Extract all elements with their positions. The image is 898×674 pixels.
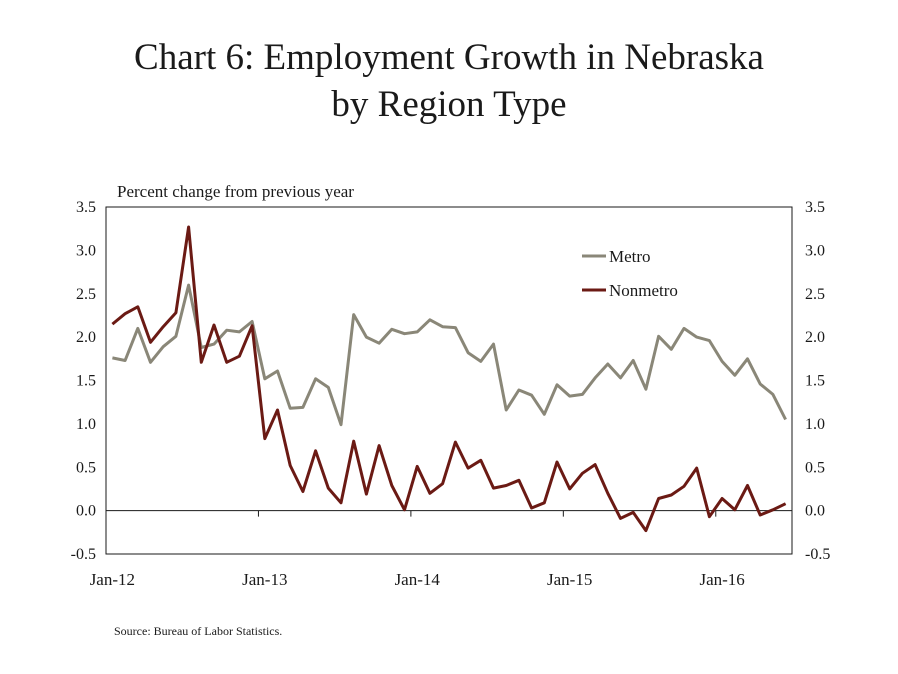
y-tick-label-left: 0.0	[76, 503, 96, 520]
chart-title-line-1: Chart 6: Employment Growth in Nebraska	[134, 37, 764, 78]
plot-frame	[105, 206, 793, 555]
source-note: Source: Bureau of Labor Statistics.	[114, 624, 283, 638]
y-tick-label-right: 2.5	[805, 286, 825, 303]
y-tick-label-right: 0.5	[805, 459, 825, 476]
y-tick-label-left: 1.0	[76, 416, 96, 433]
y-tick-label-left: 3.5	[76, 199, 96, 216]
legend: Metro Nonmetro	[582, 247, 678, 300]
series-line-metro	[112, 283, 787, 427]
x-tick-label: Jan-16	[699, 570, 744, 589]
units-label: Percent change from previous year	[117, 182, 354, 201]
y-tick-label-left: 3.0	[76, 242, 96, 259]
y-tick-label-right: 3.0	[805, 242, 825, 259]
x-tick-label: Jan-15	[547, 570, 592, 589]
legend-label-metro: Metro	[609, 247, 651, 266]
y-tick-label-right: 1.5	[805, 373, 825, 390]
x-tick-label: Jan-13	[242, 570, 287, 589]
y-tick-label-right: -0.5	[805, 546, 830, 563]
x-tick-label: Jan-14	[395, 570, 441, 589]
legend-label-nonmetro: Nonmetro	[609, 281, 678, 300]
y-tick-label-left: 0.5	[76, 459, 96, 476]
y-tick-label-right: 1.0	[805, 416, 825, 433]
y-tick-label-right: 2.0	[805, 329, 825, 346]
chart-title-line-2: by Region Type	[331, 84, 567, 125]
y-tick-label-right: 0.0	[805, 503, 825, 520]
series-line-nonmetro	[111, 225, 787, 533]
y-tick-label-left: -0.5	[71, 546, 96, 563]
y-tick-label-left: 2.0	[76, 329, 96, 346]
chart-title: Chart 6: Employment Growth in Nebraska b…	[0, 34, 898, 128]
y-tick-label-left: 2.5	[76, 286, 96, 303]
y-tick-label-left: 1.5	[76, 373, 96, 390]
x-tick-label: Jan-12	[90, 570, 135, 589]
y-tick-label-right: 3.5	[805, 199, 825, 216]
